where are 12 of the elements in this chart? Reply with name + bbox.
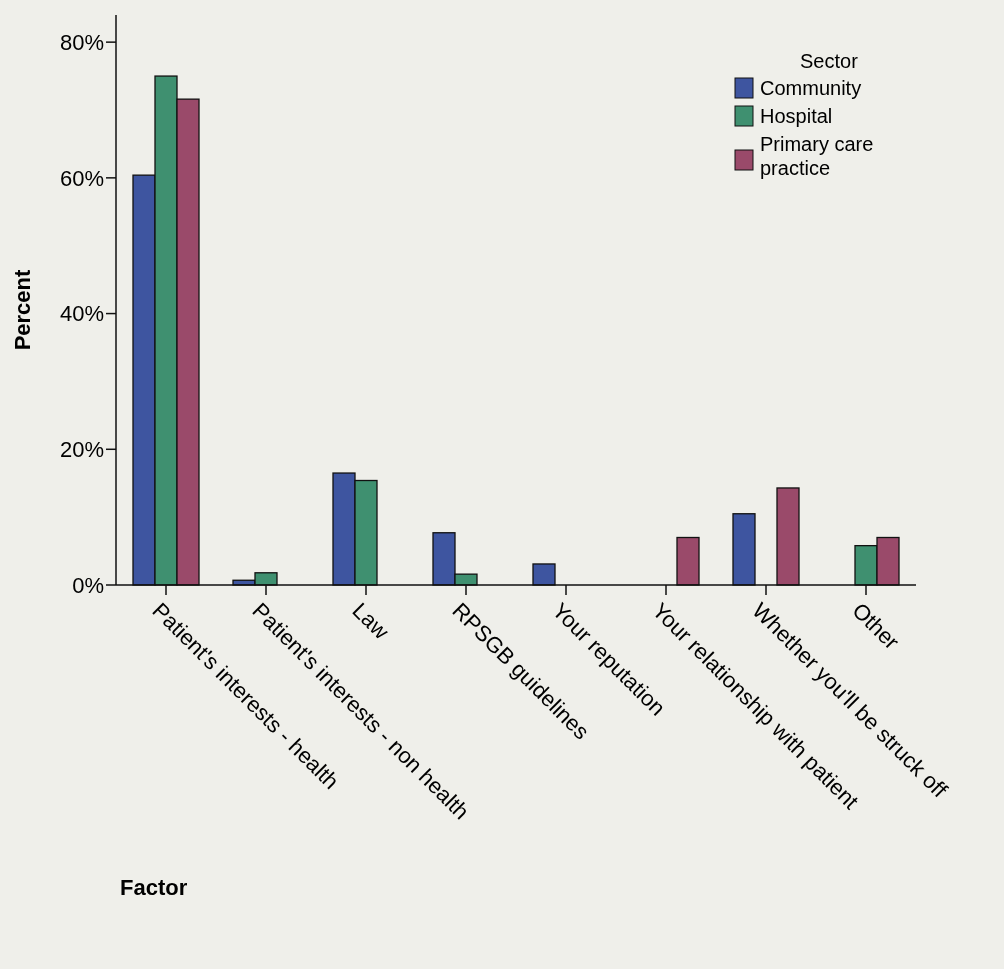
y-tick-label: 0%: [72, 572, 104, 598]
legend-label: Community: [760, 77, 862, 99]
legend-title: Sector: [800, 50, 859, 72]
legend-label: Primary care practice: [760, 133, 874, 179]
y-tick-label: 80%: [59, 29, 104, 55]
y-tick-label: 60%: [59, 165, 104, 191]
y-axis-title: Percent: [10, 268, 35, 351]
y-tick-label: 20%: [59, 436, 104, 462]
x-tick-label: Law: [347, 597, 394, 645]
legend-label: Hospital: [760, 105, 833, 127]
x-axis-title: Factor: [120, 875, 188, 900]
y-tick-label: 40%: [59, 301, 104, 327]
